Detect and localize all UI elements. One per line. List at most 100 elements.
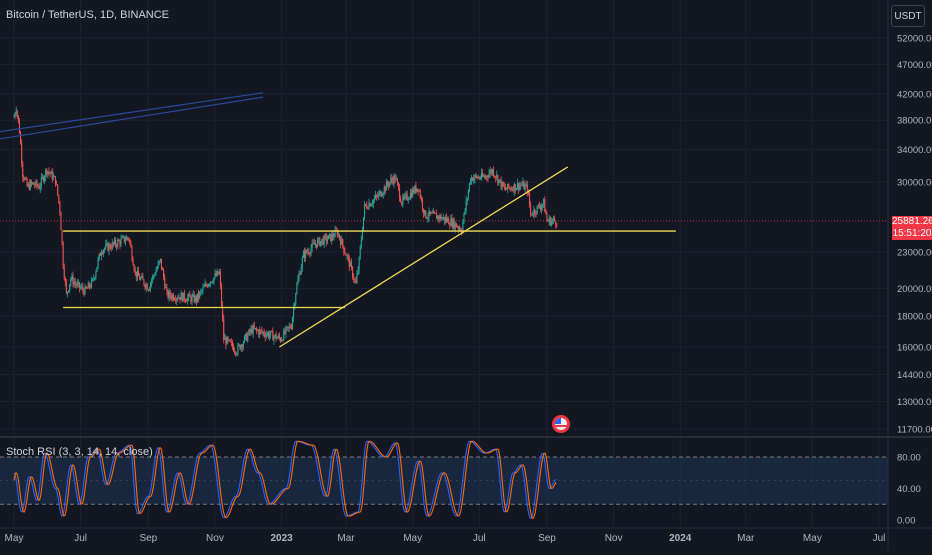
candle-body	[394, 175, 396, 181]
candle-body	[437, 215, 439, 219]
candle-body	[94, 277, 96, 279]
candle-body	[423, 208, 425, 214]
x-tick-label: Nov	[605, 533, 623, 544]
candle-body	[160, 258, 162, 269]
candle-body	[211, 281, 213, 283]
candle-body	[507, 183, 509, 190]
candle-body	[521, 184, 523, 186]
candle-body	[273, 336, 275, 341]
candle-body	[262, 332, 264, 333]
candle-body	[238, 344, 240, 346]
candle-body	[474, 175, 476, 179]
candle-body	[90, 279, 93, 288]
candle-body	[45, 169, 47, 177]
candle-body	[33, 182, 35, 185]
stoch-d-line	[13, 440, 557, 520]
candle-body	[495, 176, 497, 178]
candle-body	[201, 290, 203, 292]
indicator-title[interactable]: Stoch RSI (3, 3, 14, 14, close)	[6, 446, 153, 458]
candle-body	[216, 271, 218, 276]
candle-body	[142, 276, 144, 280]
candle-body	[372, 199, 374, 204]
candle-body	[345, 253, 347, 257]
x-tick-label: Nov	[206, 533, 224, 544]
candle-body	[119, 241, 121, 245]
candle-body	[547, 220, 549, 222]
candle-body	[165, 287, 167, 289]
candle-body	[227, 337, 229, 341]
candle-body	[313, 243, 315, 245]
candle-body	[336, 230, 338, 236]
candle-body	[459, 228, 461, 230]
symbol-title[interactable]: Bitcoin / TetherUS, 1D, BINANCE	[6, 9, 170, 21]
candle-body	[267, 332, 270, 338]
candle-body	[395, 179, 397, 181]
candle-body	[205, 283, 207, 286]
candle-body	[25, 178, 27, 180]
candle-body	[155, 270, 157, 275]
candle-body	[107, 243, 109, 251]
flag-event-icon[interactable]	[552, 415, 570, 433]
candle-body	[247, 334, 249, 341]
candles	[13, 106, 558, 357]
candle-body	[44, 176, 46, 182]
candle-body	[145, 284, 147, 288]
candle-body	[501, 181, 503, 188]
candle-body	[427, 217, 429, 219]
candle-body	[231, 342, 233, 347]
candle-body	[101, 253, 104, 254]
candle-body	[285, 327, 287, 334]
candle-body	[500, 179, 502, 188]
candle-body	[64, 278, 66, 282]
candle-body	[42, 176, 45, 182]
candle-body	[260, 329, 262, 331]
candle-body	[62, 243, 64, 268]
y-tick-label: 52000.00	[897, 34, 932, 45]
candle-body	[490, 170, 492, 174]
candle-body	[232, 346, 235, 352]
candle-body	[502, 181, 504, 187]
candle-body	[122, 236, 124, 238]
candle-body	[136, 270, 138, 278]
candle-body	[251, 328, 253, 334]
candle-body	[96, 266, 98, 272]
candle-body	[312, 243, 314, 244]
candle-body	[117, 240, 119, 247]
candle-body	[403, 196, 405, 198]
candle-body	[206, 285, 208, 287]
candle-body	[450, 218, 452, 226]
candle-body	[472, 177, 474, 182]
candle-body	[87, 283, 89, 289]
candle-body	[70, 278, 72, 285]
candle-body	[385, 181, 387, 191]
candle-body	[106, 243, 108, 245]
candle-body	[552, 218, 555, 220]
ascending-trendline	[279, 166, 569, 348]
candle-body	[170, 296, 172, 299]
candle-body	[530, 204, 532, 214]
candle-body	[554, 218, 556, 222]
candle-body	[456, 227, 458, 228]
candle-body	[71, 275, 73, 279]
candle-body	[485, 175, 487, 178]
candle-body	[135, 271, 137, 278]
candle-body	[430, 212, 432, 214]
candle-body	[524, 185, 526, 190]
candle-body	[195, 296, 197, 302]
candle-body	[257, 330, 259, 331]
y-tick-label: 34000.00	[897, 145, 932, 156]
candle-body	[555, 221, 557, 225]
candle-body	[332, 234, 334, 238]
candle-body	[404, 195, 406, 198]
currency-button[interactable]: USDT	[891, 5, 925, 27]
y-tick-label: 18000.00	[897, 312, 932, 323]
candle-body	[320, 241, 322, 246]
candle-body	[192, 294, 194, 297]
candle-body	[513, 183, 515, 192]
candle-body	[258, 330, 260, 335]
candle-body	[516, 183, 519, 189]
candle-body	[167, 290, 169, 298]
candle-body	[510, 187, 512, 190]
